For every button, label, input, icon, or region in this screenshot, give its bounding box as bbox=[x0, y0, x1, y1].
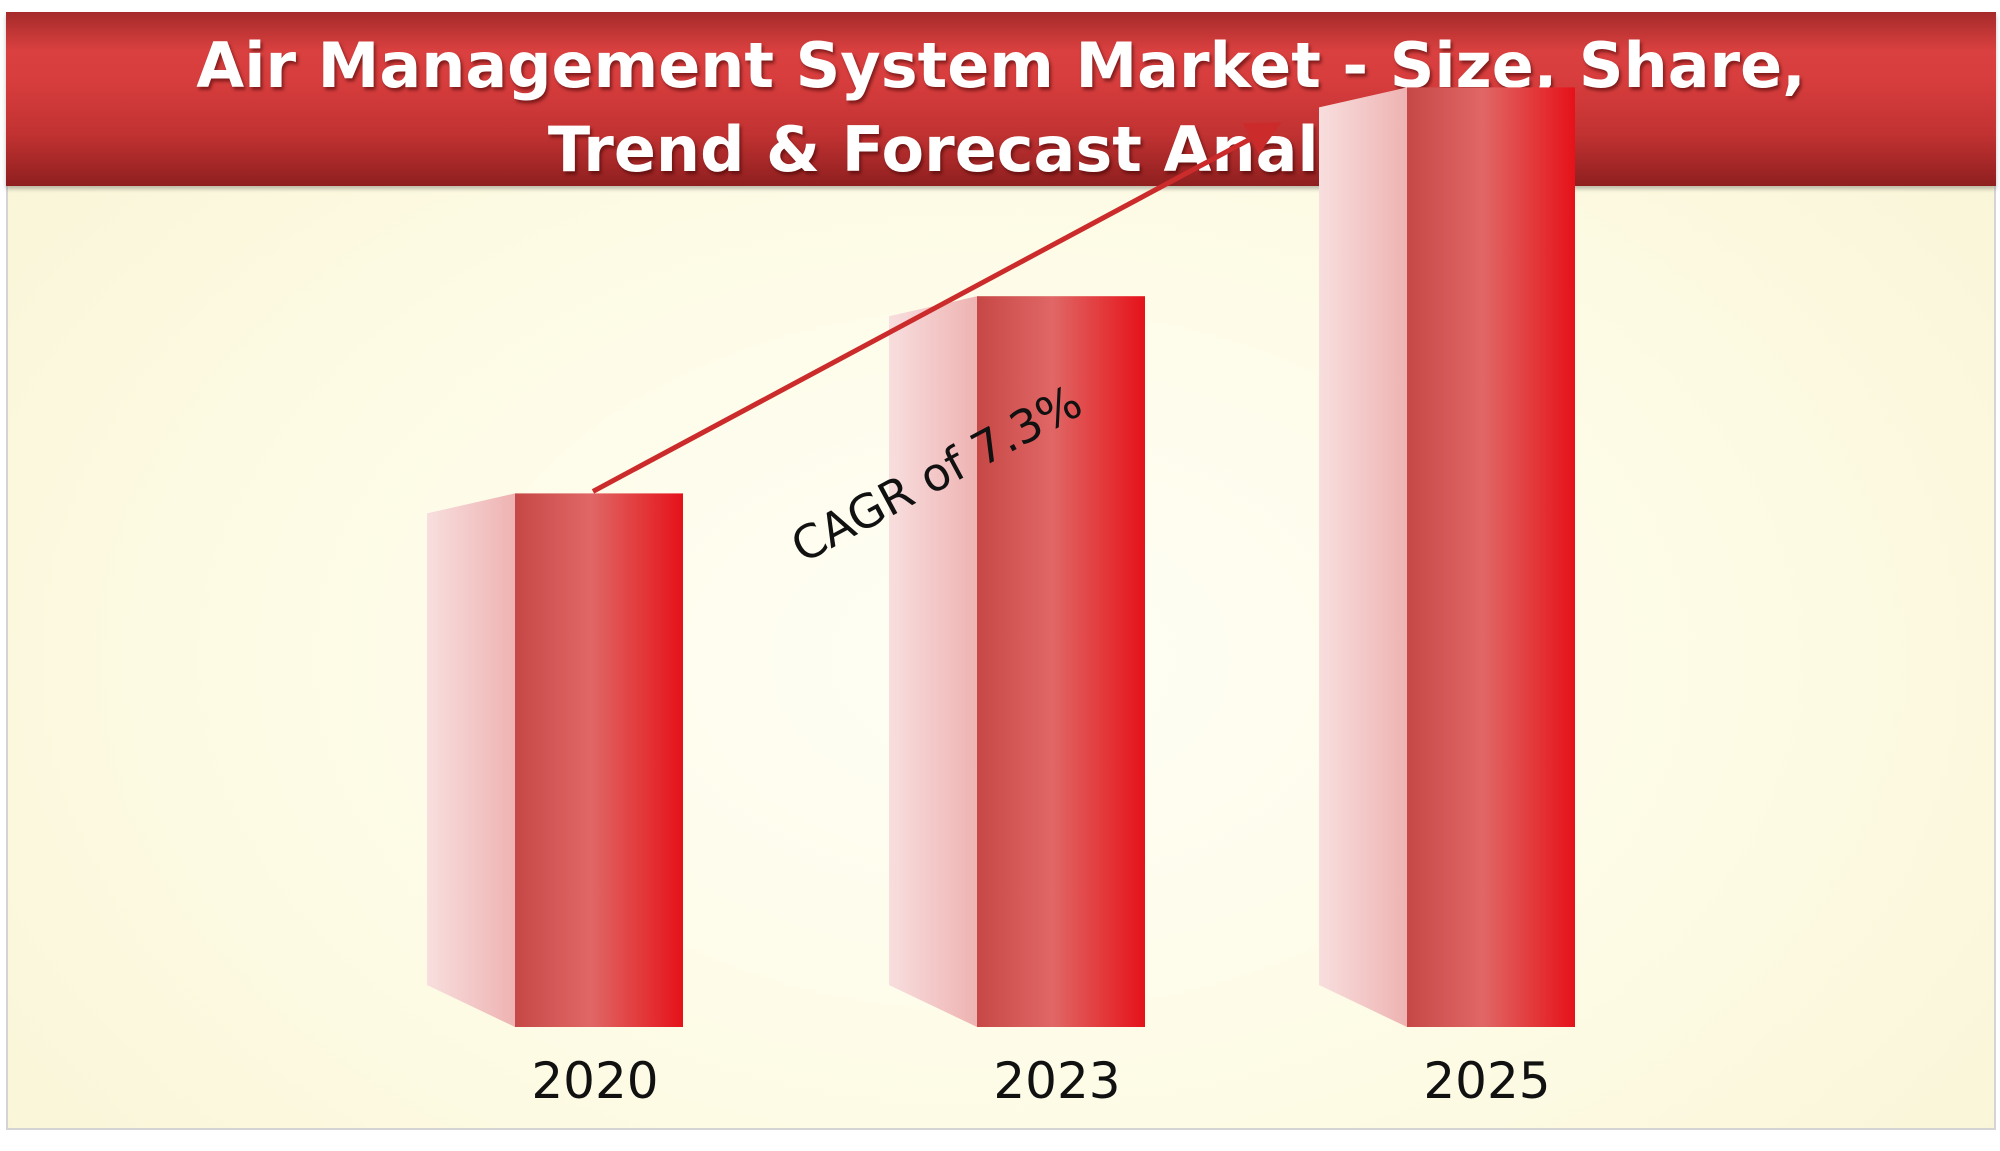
x-tick-label: 2020 bbox=[531, 1052, 658, 1110]
x-tick-label: 2025 bbox=[1423, 1052, 1550, 1110]
cagr-arrow-icon bbox=[591, 122, 1282, 494]
bar-side-2023 bbox=[889, 296, 977, 1027]
chart-title-line-2: Trend & Forecast Analysis bbox=[547, 113, 1455, 186]
category-labels: 2020 2023 2025 bbox=[531, 1052, 1550, 1110]
bar-2023 bbox=[977, 296, 1145, 1027]
bars-group bbox=[427, 87, 1575, 1027]
bar-side-2025 bbox=[1319, 87, 1407, 1027]
x-tick-label: 2023 bbox=[993, 1052, 1120, 1110]
bar-2020 bbox=[515, 493, 683, 1027]
bar-2025 bbox=[1407, 87, 1575, 1027]
bar-side-2020 bbox=[427, 493, 515, 1027]
